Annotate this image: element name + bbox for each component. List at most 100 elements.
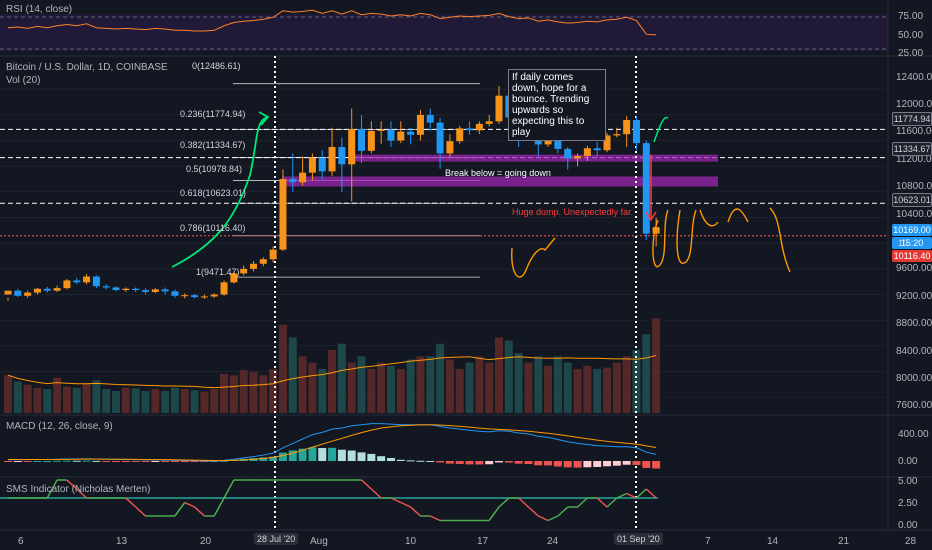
price-axis-label: 9200.00	[896, 291, 932, 302]
volume-bar	[583, 365, 592, 413]
sms-segment	[76, 488, 88, 499]
volume-bar	[62, 386, 71, 413]
rsi-line	[7, 9, 657, 36]
macd-histogram-bar	[141, 461, 150, 462]
volume-bar	[652, 318, 661, 413]
time-axis-label: 24	[547, 536, 559, 547]
candle-body	[632, 120, 640, 144]
volume-bar	[553, 356, 562, 413]
price-axis-label: 8800.00	[896, 318, 932, 329]
macd-title: MACD (12, 26, close, 9)	[6, 421, 113, 432]
candle-body	[230, 273, 238, 283]
candle-body	[358, 129, 366, 151]
macd-histogram-bar	[377, 456, 386, 461]
candle-body	[338, 146, 346, 165]
volume-bar	[102, 389, 111, 413]
note-callout[interactable]: If daily comes down, hope for a bounce. …	[508, 69, 606, 141]
candle-body	[259, 259, 267, 264]
time-axis-label: 28	[905, 536, 917, 547]
sms-axis-2-5: 2.50	[898, 498, 918, 509]
macd-histogram-bar	[23, 461, 32, 462]
rsi-axis-50: 50.00	[898, 30, 924, 41]
macd-histogram-bar	[524, 461, 533, 464]
macd-histogram-bar	[445, 461, 454, 464]
candle-body	[73, 280, 81, 283]
fib-0-label: 0(12486.61)	[192, 61, 241, 71]
volume-bar	[4, 375, 12, 413]
candle-body	[446, 141, 454, 154]
macd-histogram-bar	[337, 449, 346, 461]
volume-bar	[436, 343, 445, 413]
volume-bar	[416, 356, 425, 413]
candle-body	[328, 146, 336, 172]
volume-bar	[288, 337, 297, 413]
candle-body	[4, 290, 12, 295]
price-axis-label: 9600.00	[896, 263, 932, 274]
dump-text[interactable]: Huge dump. Unexpectedly far.	[512, 207, 634, 217]
macd-histogram-bar	[563, 461, 572, 468]
macd-histogram-bar	[170, 461, 179, 462]
macd-histogram-bar	[386, 458, 395, 461]
volume-bar	[33, 387, 42, 413]
volume-bar	[210, 389, 219, 413]
macd-histogram-bar	[161, 461, 170, 462]
volume-bar	[82, 383, 91, 413]
fib-5-label: 0.5(10978.84)	[186, 164, 243, 174]
volume-bar	[131, 388, 140, 413]
macd-histogram-bar	[318, 448, 327, 461]
sms-segment	[635, 488, 647, 499]
candle-body	[603, 135, 611, 151]
date-pill-sep01: 01 Sep '20	[614, 533, 663, 545]
macd-histogram-bar	[583, 461, 592, 468]
macd-histogram-bar	[622, 461, 631, 465]
candle-body	[14, 290, 22, 296]
macd-histogram-bar	[298, 448, 307, 461]
volume-bar	[53, 377, 62, 413]
macd-histogram-bar	[603, 461, 612, 467]
macd-histogram-bar	[33, 461, 42, 462]
candle-body	[299, 172, 307, 183]
sms-segment	[194, 506, 205, 517]
candle-body	[279, 179, 287, 250]
volume-bar	[298, 356, 307, 413]
sms-segment	[557, 506, 569, 517]
sms-segment	[46, 479, 58, 499]
macd-histogram-bar	[92, 460, 101, 462]
volume-bar	[524, 362, 533, 413]
time-axis-label: 6	[18, 536, 24, 547]
sms-segment	[616, 492, 627, 499]
candle-body	[623, 120, 631, 135]
volume-bar	[622, 356, 631, 413]
candle-body	[318, 157, 326, 172]
volume-bar	[504, 340, 513, 413]
time-axis-label: 14	[767, 536, 779, 547]
tag-fib-786: 10116.40	[892, 250, 932, 262]
candle-body	[181, 295, 189, 297]
macd-histogram-bar	[514, 461, 523, 464]
macd-histogram-bar	[553, 461, 562, 467]
sms-segment	[184, 501, 195, 508]
volume-bar	[190, 390, 199, 413]
volume-bar	[357, 356, 366, 413]
candle-body	[397, 131, 405, 141]
candle-body	[426, 114, 434, 123]
macd-histogram-bar	[475, 461, 484, 465]
volume-bar	[445, 359, 454, 413]
sms-segment	[135, 506, 146, 517]
volume-bar	[43, 389, 52, 413]
price-axis-label: 8000.00	[896, 373, 932, 384]
candle-body	[564, 148, 572, 159]
break-below-text[interactable]: Break below = going down	[445, 168, 551, 178]
volume-ma-line	[7, 354, 657, 389]
candle-body	[308, 157, 316, 173]
volume-bar	[426, 356, 435, 413]
macd-histogram-bar	[416, 460, 425, 462]
volume-bar	[534, 356, 543, 413]
macd-histogram-bar	[544, 461, 553, 466]
volume-bar	[170, 387, 179, 413]
purple-zone-lower	[282, 176, 718, 187]
candle-body	[289, 179, 297, 183]
candle-body	[269, 249, 277, 260]
sms-segment	[429, 515, 441, 522]
